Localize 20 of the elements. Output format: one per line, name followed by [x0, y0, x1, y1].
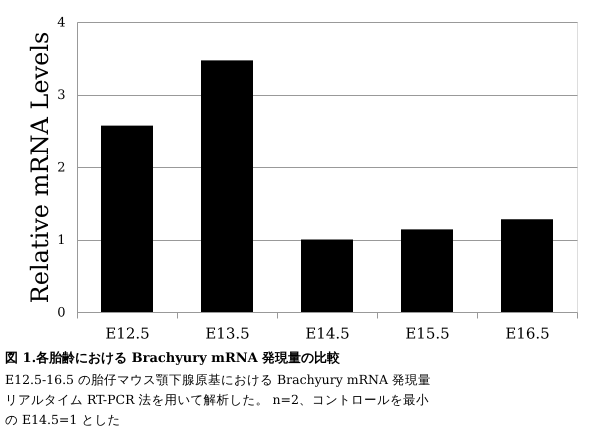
bar	[201, 60, 253, 312]
y-axis-title: Relative mRNA Levels	[26, 32, 54, 304]
y-tick-label: 2	[57, 160, 66, 176]
y-tick-label: 0	[57, 306, 66, 320]
y-tick-label: 4	[57, 16, 66, 30]
x-tick-label: E13.5	[205, 324, 250, 342]
bar	[501, 219, 553, 312]
y-tick-label: 3	[57, 88, 66, 103]
x-tick-label: E16.5	[505, 324, 550, 342]
text: E12.5-16.5 の胎仔マウス顎下腺原基における Brachyury mRNA 発現量	[5, 372, 431, 387]
bar	[401, 229, 453, 312]
text: リアルタイム RT-PCR 法を用いて解析した。 n=2、コントロールを最小	[5, 392, 429, 407]
bar	[301, 240, 353, 312]
text: 図 1.各胎齢における Brachyury mRNA 発現量の比較	[5, 351, 342, 366]
text: の E14.5=1 とした	[5, 412, 120, 427]
y-tick-label: 1	[57, 233, 66, 248]
x-tick-label: E14.5	[305, 324, 350, 342]
x-tick-label: E12.5	[105, 324, 150, 342]
x-tick-label: E15.5	[405, 324, 450, 342]
bar	[101, 126, 153, 312]
